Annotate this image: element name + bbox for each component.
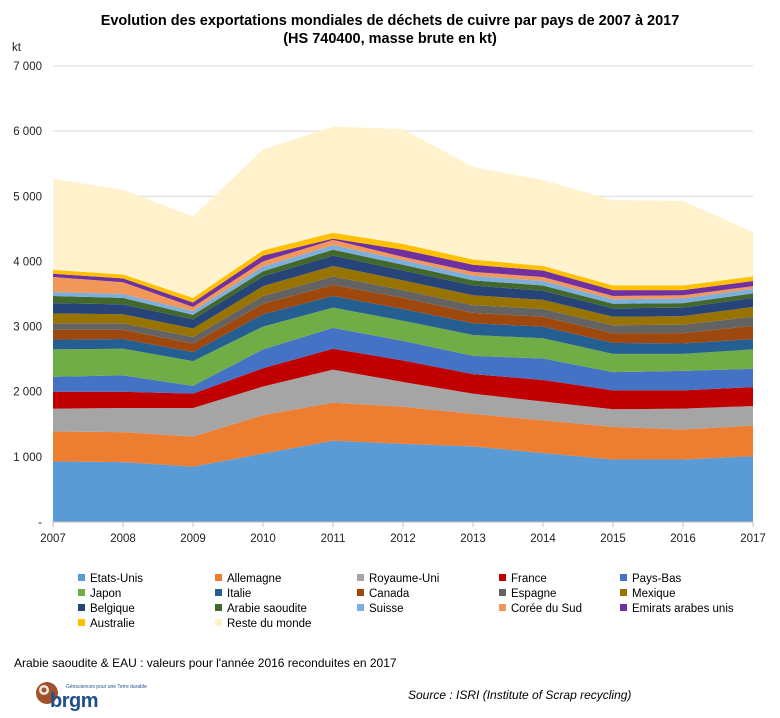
x-tick-label: 2015 <box>600 533 626 545</box>
legend-swatch <box>620 589 627 596</box>
legend-item: Japon <box>78 587 121 601</box>
legend-swatch <box>620 604 627 611</box>
area-etats-unis <box>53 440 753 522</box>
legend-label: France <box>511 573 547 585</box>
axes: - 1 000 2 000 3 000 4 000 5 000 6 000 7 000 2007… <box>13 61 766 545</box>
y-tick-label: - <box>38 517 42 529</box>
brgm-logo: Géosciences pour une Terre durable brgm <box>34 680 154 716</box>
brgm-logo-icon <box>36 682 58 704</box>
legend-label: Allemagne <box>227 573 282 585</box>
legend-item: Canada <box>357 587 409 601</box>
x-tick-label: 2009 <box>180 533 206 545</box>
stacked-area-chart: - 1 000 2 000 3 000 4 000 5 000 6 000 7 000 2007… <box>12 42 766 545</box>
chart-title: Evolution des exportations mondiales de … <box>0 12 780 48</box>
area-royaume-uni <box>53 369 753 437</box>
legend-swatch <box>499 574 506 581</box>
legend-item: Espagne <box>499 587 556 601</box>
legend-item: Etats-Unis <box>78 572 143 586</box>
legend-item: Pays-Bas <box>620 572 681 586</box>
y-tick-label: 1 000 <box>13 452 42 464</box>
x-tick-label: 2014 <box>530 533 556 545</box>
legend-item: Emirats arabes unis <box>620 602 734 616</box>
legend-swatch <box>357 574 364 581</box>
chart-title-line-2: (HS 740400, masse brute en kt) <box>283 31 497 47</box>
x-tick-label: 2008 <box>110 533 136 545</box>
x-tick-label: 2011 <box>321 533 346 545</box>
legend-item: Suisse <box>357 602 404 616</box>
brgm-logo-wordmark: brgm <box>50 690 99 712</box>
legend-label: Canada <box>369 588 410 600</box>
legend-item: France <box>499 572 547 586</box>
legend-swatch <box>78 589 85 596</box>
x-tick-label: 2017 <box>740 533 766 545</box>
x-tick-label: 2013 <box>460 533 486 545</box>
legend-item: Reste du monde <box>215 617 311 631</box>
legend-label: Australie <box>90 618 135 630</box>
legend-item: Royaume-Uni <box>357 572 439 586</box>
legend-swatch <box>215 574 222 581</box>
legend-label: Reste du monde <box>227 618 312 630</box>
legend-swatch <box>215 589 222 596</box>
legend-item: Mexique <box>620 587 675 601</box>
y-tick-label: 6 000 <box>13 126 42 138</box>
area-reste-du-monde <box>53 126 753 298</box>
y-tick-label: 5 000 <box>13 191 42 203</box>
area-canada <box>53 284 753 352</box>
legend-item: Australie <box>78 617 135 631</box>
legend-swatch <box>215 604 222 611</box>
legend-swatch <box>499 604 506 611</box>
y-tick-label: 2 000 <box>13 387 42 399</box>
x-tick-label: 2012 <box>390 533 416 545</box>
legend-swatch <box>620 574 627 581</box>
legend-item: Belgique <box>78 602 135 616</box>
legend-label: Royaume-Uni <box>369 573 440 585</box>
legend-item: Allemagne <box>215 572 281 586</box>
legend-item: Corée du Sud <box>499 602 582 616</box>
chart-title-line-1: Evolution des exportations mondiales de … <box>100 13 680 29</box>
area-australie <box>53 232 753 303</box>
legend-swatch <box>357 589 364 596</box>
legend-label: Italie <box>227 588 252 600</box>
legend-swatch <box>78 574 85 581</box>
legend-label: Arabie saoudite <box>227 603 307 615</box>
legend-label: Emirats arabes unis <box>632 603 734 615</box>
legend-swatch <box>78 619 85 626</box>
x-tick-label: 2007 <box>40 533 66 545</box>
legend-label: Suisse <box>369 603 404 615</box>
legend-item: Arabie saoudite <box>215 602 307 616</box>
legend-swatch <box>499 589 506 596</box>
y-tick-label: 3 000 <box>13 322 42 334</box>
area-japon <box>53 307 753 386</box>
area-allemagne <box>53 402 753 467</box>
legend-item: Italie <box>215 587 251 601</box>
footnote: Arabie saoudite & EAU : valeurs pour l'a… <box>14 656 397 670</box>
area-france <box>53 348 753 410</box>
legend-label: Belgique <box>90 603 135 615</box>
x-tick-label: 2016 <box>670 533 696 545</box>
area-pays-bas <box>53 327 753 394</box>
brgm-logo-tagline: Géosciences pour une Terre durable <box>66 684 147 690</box>
legend-swatch <box>78 604 85 611</box>
legend-label: Corée du Sud <box>511 603 582 615</box>
y-axis-label: kt <box>12 42 22 54</box>
legend-label: Mexique <box>632 588 676 600</box>
legend-label: Japon <box>90 588 122 600</box>
legend-label: Espagne <box>511 588 557 600</box>
legend-swatch <box>215 619 222 626</box>
source-note: Source : ISRI (Institute of Scrap recycl… <box>408 688 632 702</box>
y-tick-label: 7 000 <box>13 61 42 73</box>
legend-swatch <box>357 604 364 611</box>
area-series <box>53 126 753 522</box>
x-tick-label: 2010 <box>250 533 276 545</box>
legend-label: Etats-Unis <box>90 573 144 585</box>
area-italie <box>53 295 753 362</box>
area-emirats-arabes-unis <box>53 238 753 308</box>
y-tick-label: 4 000 <box>13 256 42 268</box>
legend-label: Pays-Bas <box>632 573 682 585</box>
